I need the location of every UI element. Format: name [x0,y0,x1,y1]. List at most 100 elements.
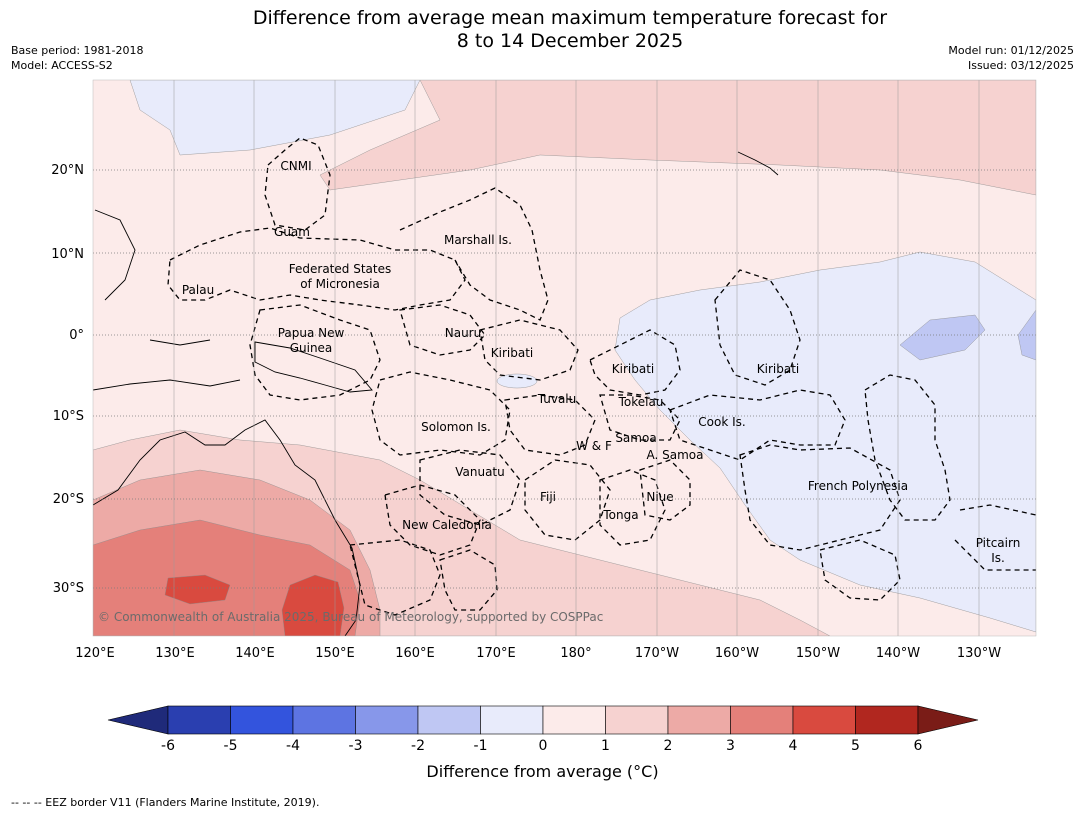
base-period: Base period: 1981-2018 [11,44,144,57]
gridlines [173,80,980,636]
region-label: French Polynesia [808,479,908,493]
colorbar-segment [730,705,794,735]
lon-tick-label: 180° [560,646,591,661]
region-label: Tuvalu [537,392,577,406]
region-label: Marshall Is. [444,233,512,247]
lon-tick-label: 150°W [796,646,840,661]
region-label: Niue [646,490,673,504]
colorbar-tick-label: 4 [789,738,798,754]
anomaly-field-minus2-to-minus1 [899,314,986,361]
colorbar-extend-min [107,705,169,735]
region-label: W & F [576,439,612,453]
lon-tick-label: 140°W [876,646,920,661]
copyright-notice: © Commonwealth of Australia 2025, Bureau… [98,610,603,624]
gridlines [93,169,1036,589]
colorbar-tick-label: -1 [474,738,488,754]
colorbar-segment [355,705,419,735]
region-label: of Micronesia [300,277,380,291]
colorbar-segment [605,705,669,735]
lon-tick-label: 150°E [315,646,355,661]
eez-borders [167,137,1036,616]
region-label: Tonga [602,508,638,522]
colorbar-tick-label: -4 [286,738,300,754]
lat-tick-label: 10°S [53,409,84,424]
region-label: Kiribati [612,362,654,376]
eez-border-legend: -- -- -- EEZ border V11 (Flanders Marine… [11,796,320,809]
meta-left: Base period: 1981-2018 Model: ACCESS-S2 [11,43,143,73]
lat-tick-label: 10°N [51,247,84,262]
region-labels: CNMI Guam Marshall Is. Federated States … [182,159,1020,565]
latitude-axis: 20°N 10°N 0° 10°S 20°S 30°S [51,163,84,596]
anomaly-field-4-to-5 [164,574,231,605]
region-label: Is. [991,551,1005,565]
coastline [93,209,241,391]
lon-tick-label: 120°E [75,646,115,661]
region-label: Nauru [445,326,481,340]
region-label: Solomon Is. [421,420,491,434]
anomaly-field-4-to-5 [281,574,345,636]
longitude-axis: 120°E 130°E 140°E 150°E 160°E 170°E 180°… [75,646,1001,661]
colorbar-tick-label: 0 [539,738,548,754]
map-frame [92,79,1037,637]
model-name: Model: ACCESS-S2 [11,59,113,72]
lon-tick-label: 130°W [957,646,1001,661]
lon-tick-label: 140°E [235,646,275,661]
lon-tick-label: 130°E [155,646,195,661]
colorbar-segment [855,705,919,735]
lon-tick-label: 170°W [635,646,679,661]
colorbar-segment [292,705,356,735]
coastline [737,151,779,176]
lat-tick-label: 30°S [53,581,84,596]
region-label: Palau [182,283,214,297]
region-label: Fiji [540,490,556,504]
region-label: Pitcairn [976,536,1021,550]
colorbar-extend-max [917,705,979,735]
colorbar-tick-label: -3 [349,738,363,754]
chart-title: Difference from average mean maximum tem… [0,7,1085,53]
title-line-2: 8 to 14 December 2025 [456,30,684,52]
region-label: Tokelau [618,395,664,409]
colorbar-segment [167,705,231,735]
anomaly-field-1-to-2 [319,80,1036,196]
colorbar-tick-label: 3 [726,738,735,754]
region-label: Kiribati [491,346,533,360]
colorbar-segment [480,705,544,735]
lon-tick-label: 160°E [395,646,435,661]
colorbar-segment [792,705,856,735]
colorbar-segment [417,705,481,735]
region-label: Samoa [615,431,656,445]
region-label: Federated States [289,262,391,276]
temperature-anomaly-map: CNMI Guam Marshall Is. Federated States … [93,80,1036,636]
region-label: Guam [274,225,310,239]
lat-tick-label: 20°S [53,492,84,507]
colorbar-tick-label: 5 [851,738,860,754]
colorbar-tick-label: 6 [914,738,923,754]
lon-tick-label: 170°E [476,646,516,661]
model-run: Model run: 01/12/2025 [948,44,1074,57]
region-label: Kiribati [757,362,799,376]
colorbar-label: Difference from average (°C) [426,762,659,781]
lat-tick-label: 0° [69,328,84,343]
region-label: Papua New [278,326,345,340]
lon-tick-label: 160°W [715,646,759,661]
meta-right: Model run: 01/12/2025 Issued: 03/12/2025 [948,43,1074,73]
region-label: Cook Is. [698,415,745,429]
region-label: New Caledonia [402,518,492,532]
colorbar-tick-label: -2 [411,738,425,754]
colorbar: -6 -5 -4 -3 -2 -1 0 1 2 3 4 5 6 [107,705,979,754]
colorbar-segment [542,705,606,735]
region-label: Guinea [290,341,333,355]
region-label: Vanuatu [455,465,505,479]
coastline [254,341,373,393]
issued-date: Issued: 03/12/2025 [967,59,1074,72]
lat-tick-label: 20°N [51,163,84,178]
title-line-1: Difference from average mean maximum tem… [252,7,888,29]
colorbar-tick-label: -6 [161,738,175,754]
region-label: A. Samoa [647,448,704,462]
anomaly-field-minus1-to-0 [496,373,538,389]
colorbar-tick-label: -5 [224,738,238,754]
colorbar-segment [230,705,294,735]
coastline [93,419,361,636]
region-label: CNMI [280,159,311,173]
